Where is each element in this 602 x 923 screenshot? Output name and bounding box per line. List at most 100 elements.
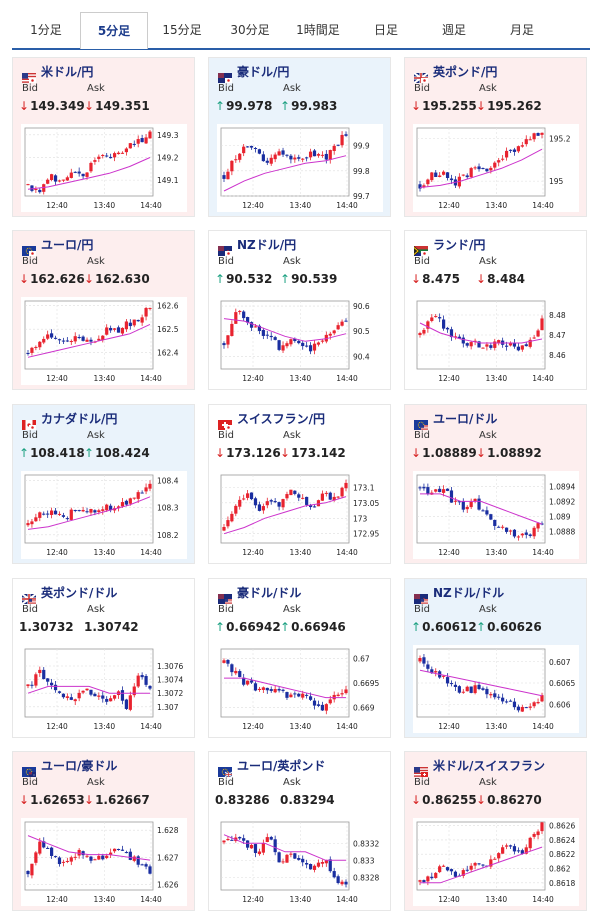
candle-body — [50, 682, 54, 686]
candle-body — [418, 880, 422, 882]
tab-6[interactable]: 日足 — [373, 23, 398, 37]
y-tick-label: 1.089 — [549, 513, 571, 522]
currency-pair-title[interactable]: 豪ドル/ドル — [237, 586, 302, 600]
candle-body — [101, 855, 105, 860]
price-chart: 0.607 0.6065 0.606 12:40 13:40 14:40 — [413, 645, 579, 733]
x-tick-label: 12:40 — [438, 201, 460, 210]
candle-body — [132, 497, 136, 499]
rate-card[interactable]: ユーロ/ドル Bid Ask ↓1.08889 ↓1.08892 1.0894 1.0892… — [404, 404, 587, 564]
plot-area — [24, 474, 154, 544]
candle-body — [508, 149, 513, 151]
rate-card[interactable]: ユーロ/豪ドル Bid Ask ↓1.62653 ↓1.62667 1.628 1.627 1… — [12, 751, 195, 911]
ask-price: 90.539 — [291, 272, 338, 286]
currency-pair-title[interactable]: ユーロ/円 — [41, 238, 94, 252]
y-tick-label: 108.3 — [157, 504, 179, 513]
tab-4[interactable]: 30分足 — [230, 23, 270, 37]
candle-body — [536, 831, 540, 836]
us-ch-flag-icon — [414, 762, 428, 777]
candle-body — [61, 340, 66, 342]
candle-body — [69, 509, 73, 520]
rate-card[interactable]: ユーロ/英ポンド Bid Ask 0.83286 0.83294 0.8332 0.833 0… — [208, 751, 391, 911]
rate-card[interactable]: 米ドル/スイスフラン Bid Ask ↓0.86255 ↓0.86270 0.8626 0.… — [404, 751, 587, 911]
tab-5[interactable]: 1時間足 — [296, 23, 340, 37]
arrow-down-icon: ↓ — [280, 446, 291, 460]
rate-card[interactable]: ランド/円 Bid Ask ↓8.475 ↓8.484 8.48 8.47 8.46 12:40… — [404, 230, 587, 390]
candle-body — [442, 319, 446, 329]
rate-card[interactable]: 豪ドル/ドル Bid Ask ↑0.66942 ↑0.66946 0.67 0.6695 0.… — [208, 578, 391, 738]
candle-body — [230, 160, 234, 172]
currency-pair-title[interactable]: NZドル/円 — [237, 238, 297, 252]
currency-pair-title[interactable]: 豪ドル/円 — [237, 65, 290, 79]
tab-7[interactable]: 週足 — [441, 23, 466, 37]
nz-us-flag-icon — [414, 589, 428, 604]
rate-card[interactable]: NZドル/ドル Bid Ask ↑0.60612 ↑0.60626 0.607 0.6065… — [404, 578, 587, 738]
candle-body — [124, 148, 128, 153]
currency-pair-title[interactable]: 米ドル/円 — [41, 65, 94, 79]
candle-body — [469, 865, 473, 870]
tab-8[interactable]: 月足 — [509, 23, 534, 37]
rate-card[interactable]: 英ポンド/ドル Bid Ask 1.30732 1.30742 1.3076 1.3074 1… — [12, 578, 195, 738]
ask-value: ↑90.539 — [280, 272, 337, 286]
plot-area — [220, 127, 350, 197]
rate-card[interactable]: カナダドル/円 Bid Ask ↑108.418 ↑108.424 108.4 108.3 1… — [12, 404, 195, 564]
currency-pair-title[interactable]: ユーロ/豪ドル — [41, 759, 118, 773]
x-tick-label: 14:40 — [140, 201, 162, 210]
candle-body — [116, 848, 121, 850]
candle-body — [112, 848, 117, 852]
bid-label: Bid — [414, 604, 430, 615]
ask-label: Ask — [283, 777, 301, 788]
x-tick-label: 14:40 — [532, 548, 554, 557]
tab-1[interactable]: 1分足 — [30, 23, 62, 37]
price-chart: 1.628 1.627 1.626 12:40 13:40 14:40 — [21, 818, 187, 906]
candle-body — [120, 502, 125, 507]
bid-value: ↓195.255 — [411, 99, 477, 113]
candle-body — [457, 336, 461, 339]
us-jp-flag-icon — [22, 68, 36, 83]
candle-body — [281, 861, 285, 863]
candle-body — [281, 345, 285, 351]
candle-body — [81, 690, 85, 693]
bid-label: Bid — [218, 777, 234, 788]
candle-body — [148, 483, 152, 489]
candle-body — [50, 333, 54, 338]
currency-pair-title[interactable]: NZドル/ドル — [433, 586, 505, 600]
candle-body — [144, 308, 148, 317]
rate-card[interactable]: ユーロ/円 Bid Ask ↓162.626 ↓162.630 162.6 162.5 162… — [12, 230, 195, 390]
ask-label: Ask — [479, 604, 497, 615]
candle-body — [269, 689, 273, 691]
currency-pair-title[interactable]: ランド/円 — [433, 238, 486, 252]
candle-body — [293, 853, 297, 859]
candle-body — [293, 490, 297, 494]
rate-card[interactable]: NZドル/円 Bid Ask ↑90.532 ↑90.539 90.6 90.5 90.4 12… — [208, 230, 391, 390]
tab-3[interactable]: 15分足 — [162, 23, 202, 37]
candle-body — [328, 492, 332, 500]
currency-pair-title[interactable]: ユーロ/英ポンド — [237, 759, 326, 773]
ask-value: ↑108.424 — [84, 446, 150, 460]
tab-2[interactable]: 5分足 — [80, 12, 148, 49]
candle-body — [504, 701, 509, 703]
candle-body — [246, 680, 250, 685]
rate-card[interactable]: 英ポンド/円 Bid Ask ↓195.255 ↓195.262 195.2 195 12:4… — [404, 57, 587, 217]
y-tick-label: 162.6 — [157, 302, 179, 311]
currency-pair-title[interactable]: 英ポンド/ドル — [41, 586, 118, 600]
currency-pair-title[interactable]: カナダドル/円 — [41, 412, 118, 426]
rate-card[interactable]: 米ドル/円 Bid Ask ↓149.349 ↓149.351 149.3 149.2 149… — [12, 57, 195, 217]
currency-pair-title[interactable]: 英ポンド/円 — [433, 65, 498, 79]
x-tick-label: 14:40 — [532, 374, 554, 383]
ask-price: 1.08892 — [487, 446, 542, 460]
eu-au-flag-icon — [22, 762, 36, 777]
rate-card[interactable]: 豪ドル/円 Bid Ask ↑99.978 ↑99.983 99.9 99.8 99.7 12:… — [208, 57, 391, 217]
ask-label: Ask — [283, 256, 301, 267]
currency-pair-title[interactable]: 米ドル/スイスフラン — [433, 759, 546, 773]
currency-pair-title[interactable]: スイスフラン/円 — [237, 412, 326, 426]
y-tick-label: 149.2 — [157, 153, 179, 162]
y-tick-label: 173 — [353, 514, 368, 523]
rate-card[interactable]: スイスフラン/円 Bid Ask ↓173.126 ↓173.142 173.1 173.0… — [208, 404, 391, 564]
candle-body — [316, 500, 321, 507]
candle-body — [257, 504, 262, 511]
y-tick-label: 149.3 — [157, 131, 179, 140]
candle-body — [69, 341, 73, 343]
y-tick-label: 8.47 — [549, 331, 566, 340]
price-chart: 0.8626 0.8624 0.8622 0.862 0.8618 12:40 13:40 1… — [413, 818, 579, 906]
currency-pair-title[interactable]: ユーロ/ドル — [433, 412, 498, 426]
